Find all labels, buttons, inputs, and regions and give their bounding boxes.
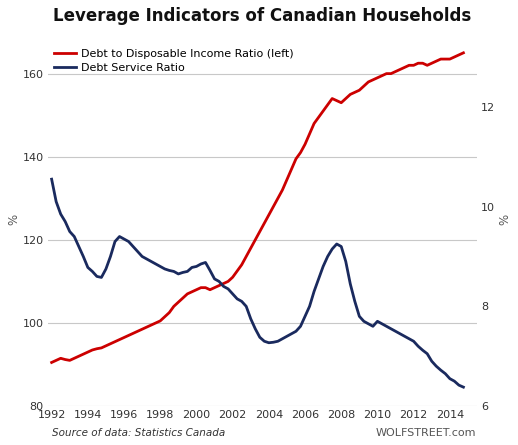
Legend: Debt to Disposable Income Ratio (left), Debt Service Ratio: Debt to Disposable Income Ratio (left), … <box>53 49 294 73</box>
Text: Source of data: Statistics Canada: Source of data: Statistics Canada <box>52 429 225 438</box>
Text: WOLFSTREET.com: WOLFSTREET.com <box>376 429 477 438</box>
Y-axis label: %: % <box>7 214 20 225</box>
Y-axis label: %: % <box>498 214 511 225</box>
Title: Leverage Indicators of Canadian Households: Leverage Indicators of Canadian Househol… <box>53 7 471 25</box>
